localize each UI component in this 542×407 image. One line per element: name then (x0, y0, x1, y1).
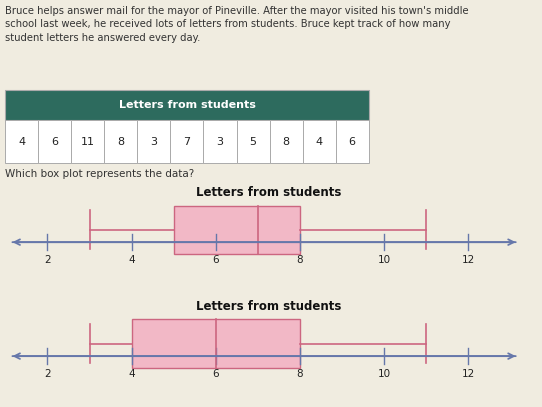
Bar (173, 206, 300, 254)
Text: 6: 6 (212, 256, 219, 265)
Text: 3: 3 (216, 137, 223, 147)
Text: 8: 8 (296, 256, 303, 265)
Text: 3: 3 (151, 137, 158, 147)
Bar (5, 120, 38, 163)
Text: Bruce helps answer mail for the mayor of Pineville. After the mayor visited his : Bruce helps answer mail for the mayor of… (5, 6, 469, 42)
Text: Letters from students: Letters from students (196, 186, 341, 199)
Text: 12: 12 (461, 370, 475, 379)
Text: 8: 8 (296, 370, 303, 379)
Bar (302, 120, 335, 163)
Text: 4: 4 (315, 137, 322, 147)
Text: Which box plot represents the data?: Which box plot represents the data? (5, 169, 195, 179)
Bar (38, 120, 72, 163)
Text: 10: 10 (377, 256, 391, 265)
Bar (132, 319, 300, 368)
Text: 7: 7 (183, 137, 191, 147)
Text: 4: 4 (128, 370, 135, 379)
Bar (171, 120, 203, 163)
Bar (5, 90, 369, 120)
Bar (203, 120, 236, 163)
Text: 2: 2 (44, 370, 51, 379)
Bar (236, 120, 269, 163)
Bar (72, 120, 105, 163)
Text: 8: 8 (282, 137, 289, 147)
Text: 4: 4 (18, 137, 25, 147)
Bar (138, 120, 171, 163)
Bar (105, 120, 138, 163)
Text: 6: 6 (51, 137, 59, 147)
Text: 4: 4 (128, 256, 135, 265)
Text: Letters from students: Letters from students (196, 300, 341, 313)
Text: 2: 2 (44, 256, 51, 265)
Text: 10: 10 (377, 370, 391, 379)
Text: 5: 5 (249, 137, 256, 147)
Bar (335, 120, 369, 163)
Text: 6: 6 (349, 137, 356, 147)
Text: Letters from students: Letters from students (119, 100, 255, 110)
Text: 11: 11 (81, 137, 95, 147)
Bar (269, 120, 302, 163)
Text: 6: 6 (212, 370, 219, 379)
Text: 12: 12 (461, 256, 475, 265)
Text: 8: 8 (118, 137, 125, 147)
